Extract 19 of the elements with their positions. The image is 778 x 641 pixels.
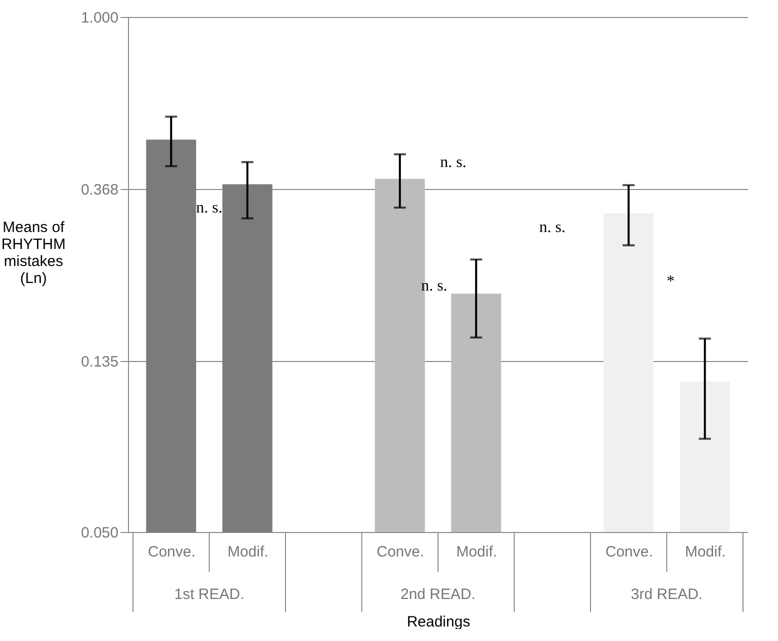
y-axis-title: Means of RHYTHM mistakes (Ln) xyxy=(1,219,66,287)
text: 3rd READ. xyxy=(630,586,703,603)
annotation: n. s. xyxy=(421,277,448,294)
y-tick-label: 0.135 xyxy=(80,354,118,371)
annotation: n. s. xyxy=(196,200,222,217)
text: 2nd READ. xyxy=(400,586,476,603)
x-tick-label: Modif. xyxy=(456,544,498,560)
x-tick-label: Modif. xyxy=(227,544,268,560)
x-tick-label: Modif. xyxy=(684,544,726,560)
x-tick-label: Conve. xyxy=(605,544,653,560)
x-tick-label: Conve. xyxy=(148,544,196,560)
x-tick-label: Conve. xyxy=(376,544,424,560)
text: 1st READ. xyxy=(174,586,244,603)
y-tick-label: 1.000 xyxy=(80,10,118,26)
annotation: * xyxy=(666,273,675,290)
y-tick-label: 0.050 xyxy=(80,524,118,542)
y-tick-label: 0.368 xyxy=(80,181,118,198)
annotation: n. s. xyxy=(539,218,566,236)
annotation: n. s. xyxy=(440,154,466,172)
